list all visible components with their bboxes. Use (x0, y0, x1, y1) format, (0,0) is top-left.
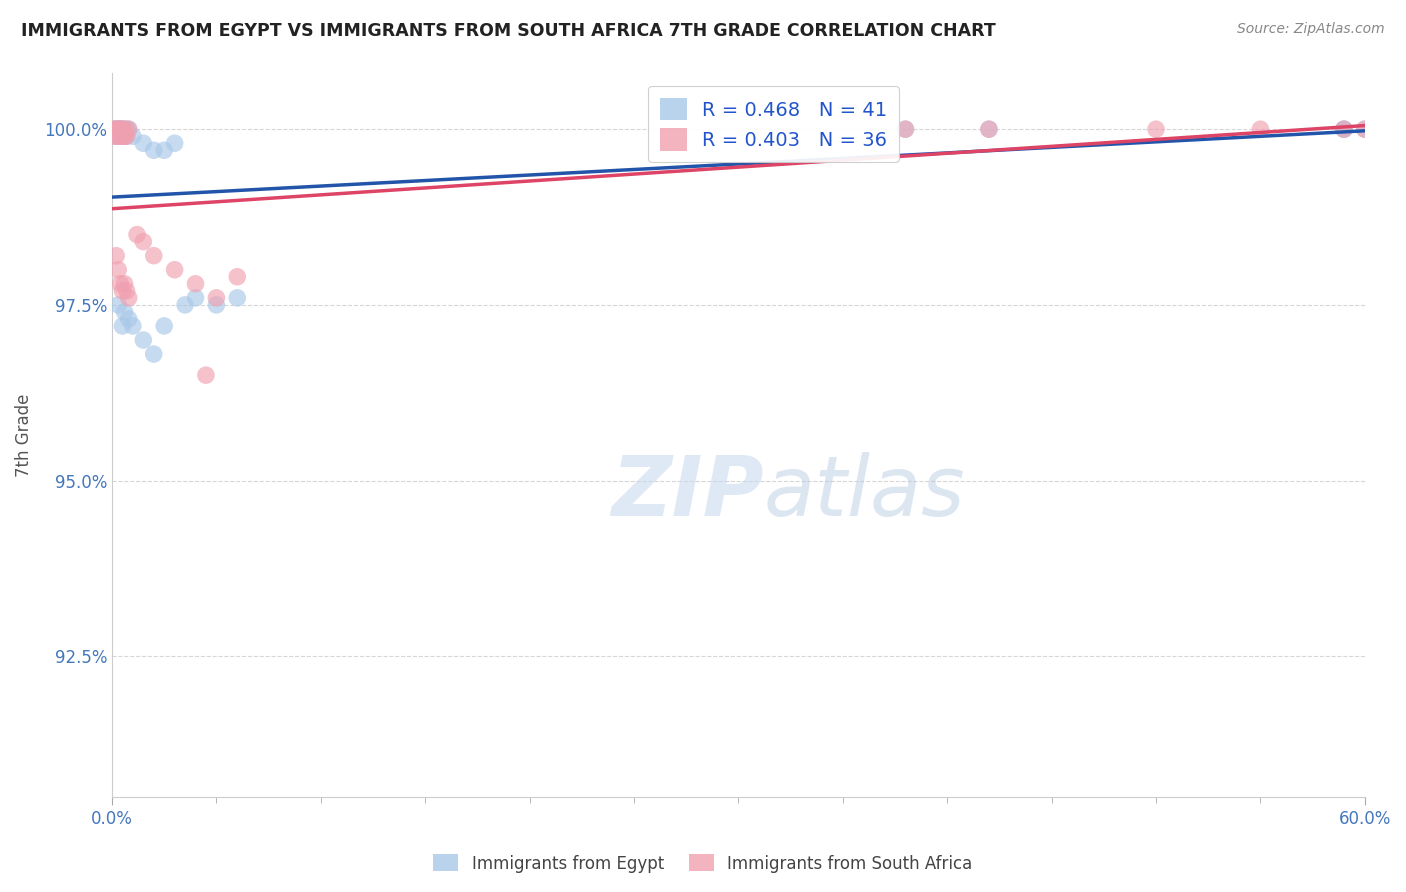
Legend: R = 0.468   N = 41, R = 0.403   N = 36: R = 0.468 N = 41, R = 0.403 N = 36 (648, 87, 898, 162)
Point (107, 122, 129, 136)
Point (114, 129, 136, 144)
Point (111, 284, 134, 298)
Point (115, 129, 138, 144)
Point (111, 122, 134, 136)
Point (1249, 122, 1271, 136)
Point (103, 122, 125, 136)
Point (103, 129, 125, 144)
Point (114, 305, 136, 319)
Point (111, 129, 134, 144)
Point (894, 122, 917, 136)
Point (1333, 122, 1355, 136)
Point (115, 284, 138, 298)
Point (105, 122, 128, 136)
Point (977, 122, 1000, 136)
Point (110, 129, 132, 144)
Point (114, 122, 136, 136)
Point (121, 318, 143, 333)
Point (114, 129, 136, 144)
Point (121, 129, 143, 144)
Y-axis label: 7th Grade: 7th Grade (15, 393, 32, 476)
Point (142, 143, 165, 157)
Text: Source: ZipAtlas.com: Source: ZipAtlas.com (1237, 22, 1385, 37)
Text: IMMIGRANTS FROM EGYPT VS IMMIGRANTS FROM SOUTH AFRICA 7TH GRADE CORRELATION CHAR: IMMIGRANTS FROM EGYPT VS IMMIGRANTS FROM… (21, 22, 995, 40)
Point (142, 347, 165, 361)
Point (153, 318, 176, 333)
Point (107, 122, 129, 136)
Point (205, 298, 228, 312)
Point (118, 312, 141, 326)
Point (107, 298, 129, 312)
Point (118, 291, 141, 305)
Point (132, 136, 155, 151)
Point (977, 122, 1000, 136)
Point (184, 291, 207, 305)
Point (111, 318, 134, 333)
Point (107, 122, 129, 136)
Point (153, 143, 176, 157)
Point (115, 129, 138, 144)
Point (110, 122, 132, 136)
Point (105, 249, 128, 263)
Point (114, 277, 136, 291)
Point (118, 122, 141, 136)
Point (194, 368, 217, 383)
Point (111, 129, 134, 144)
Point (111, 122, 134, 136)
Point (894, 122, 917, 136)
Point (107, 129, 129, 144)
Point (110, 129, 132, 144)
Point (114, 122, 136, 136)
Text: ZIP: ZIP (610, 452, 763, 533)
Point (1333, 122, 1355, 136)
Point (163, 136, 186, 151)
Point (132, 333, 155, 347)
Point (125, 227, 148, 242)
Point (184, 277, 207, 291)
Point (1144, 122, 1167, 136)
Text: atlas: atlas (763, 452, 965, 533)
Point (118, 122, 141, 136)
Point (132, 235, 155, 249)
Point (107, 262, 129, 277)
Point (142, 249, 165, 263)
Point (226, 291, 249, 305)
Point (105, 129, 128, 144)
Point (163, 262, 186, 277)
Point (110, 277, 132, 291)
Point (105, 122, 128, 136)
Point (110, 122, 132, 136)
Point (111, 122, 134, 136)
Point (110, 122, 132, 136)
Point (1333, 122, 1355, 136)
Point (1354, 122, 1376, 136)
Point (105, 122, 128, 136)
Legend: Immigrants from Egypt, Immigrants from South Africa: Immigrants from Egypt, Immigrants from S… (427, 847, 979, 880)
Point (1354, 122, 1376, 136)
Point (205, 291, 228, 305)
Point (115, 122, 138, 136)
Point (226, 269, 249, 284)
Point (103, 122, 125, 136)
Point (103, 129, 125, 144)
Point (107, 122, 129, 136)
Point (174, 298, 197, 312)
